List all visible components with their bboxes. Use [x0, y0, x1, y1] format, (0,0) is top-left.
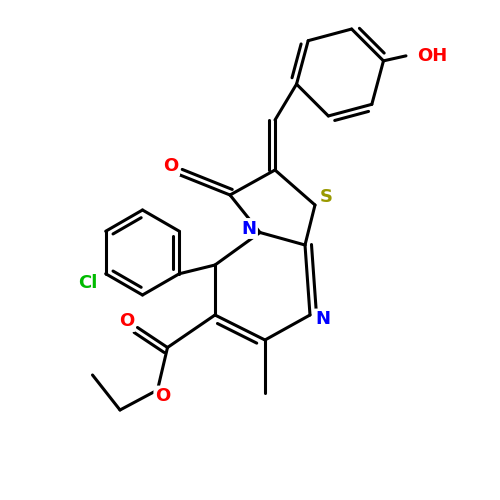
Text: S: S: [320, 188, 332, 206]
Text: N: N: [315, 310, 330, 328]
Text: O: O: [155, 387, 170, 405]
Text: N: N: [242, 220, 256, 238]
Text: O: O: [164, 157, 178, 175]
Text: O: O: [119, 312, 134, 330]
Text: Cl: Cl: [78, 274, 98, 291]
Text: OH: OH: [417, 47, 447, 65]
